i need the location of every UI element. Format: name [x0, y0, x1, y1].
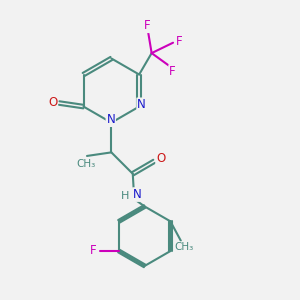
Text: H: H: [121, 191, 129, 201]
Text: O: O: [156, 152, 165, 165]
Text: F: F: [169, 65, 176, 78]
Text: N: N: [137, 98, 146, 111]
Text: CH₃: CH₃: [76, 159, 95, 169]
Text: O: O: [48, 96, 57, 109]
Text: F: F: [176, 35, 182, 48]
Text: N: N: [106, 113, 115, 126]
Text: N: N: [133, 188, 142, 201]
Text: F: F: [90, 244, 96, 257]
Text: CH₃: CH₃: [175, 242, 194, 252]
Text: F: F: [144, 19, 150, 32]
